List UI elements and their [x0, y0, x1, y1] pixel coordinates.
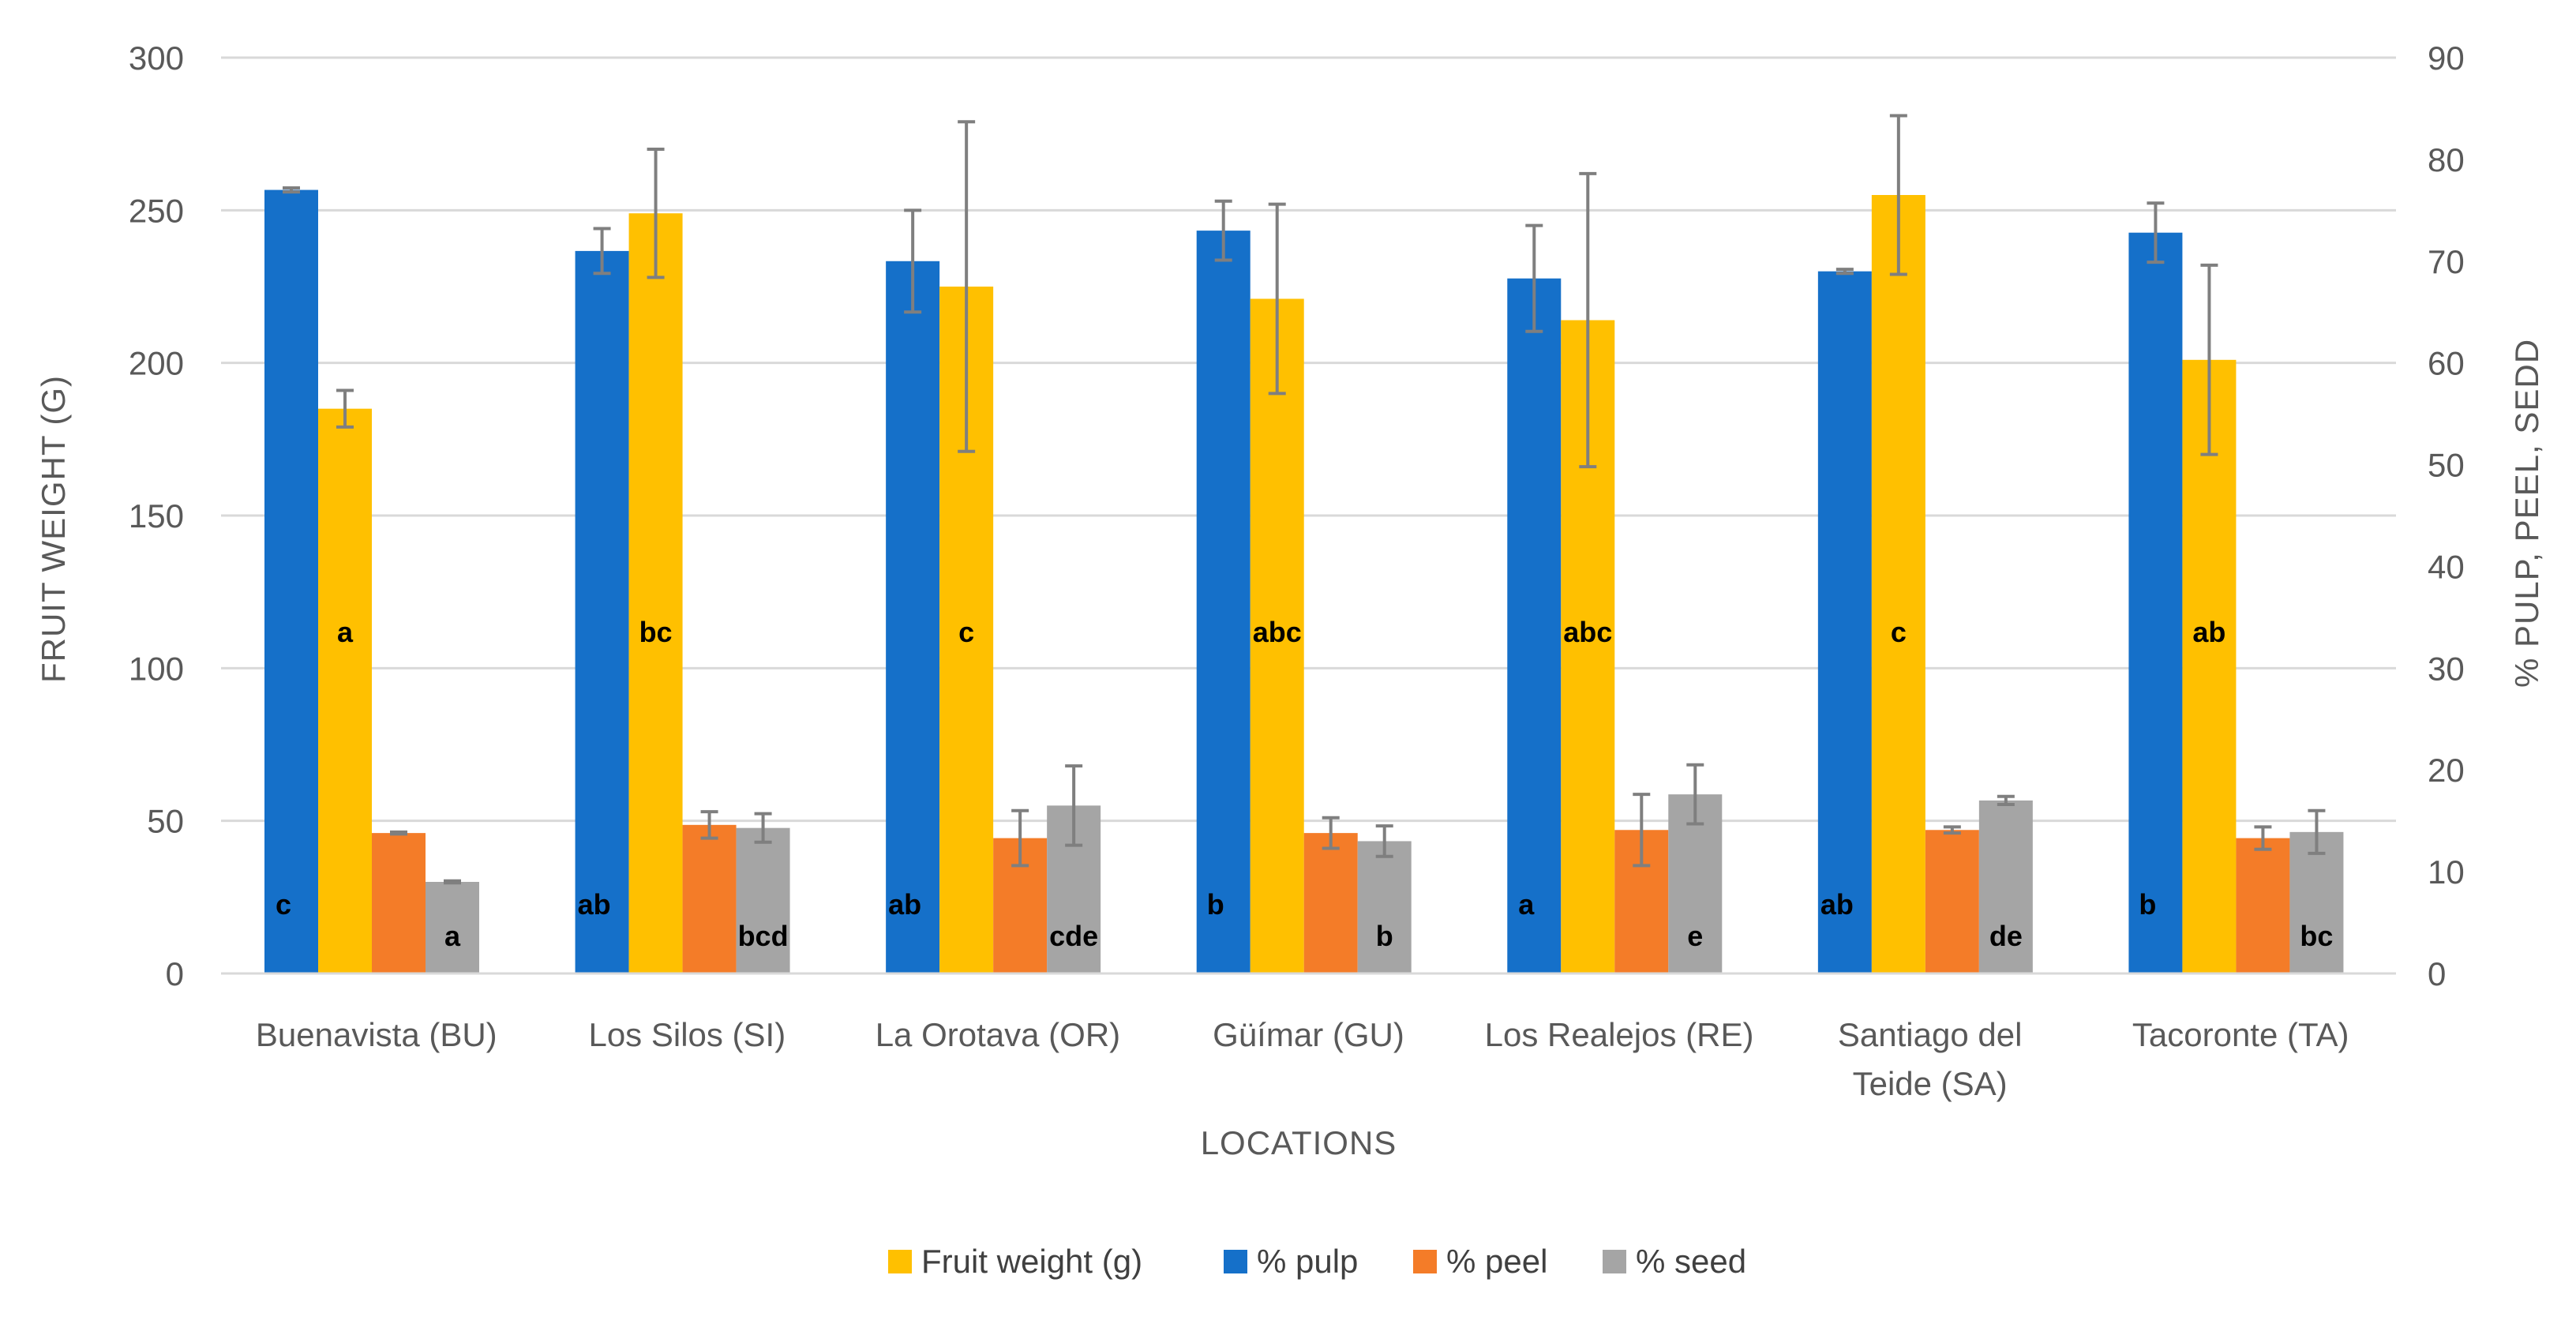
significance-letter: ab [888, 888, 921, 921]
significance-letter: a [337, 616, 354, 648]
legend-label: % pulp [1257, 1243, 1358, 1280]
gridlines [221, 56, 2396, 823]
bar [2236, 838, 2290, 973]
category-labels: Buenavista (BU) Los Silos (SI) La Orotava … [256, 1016, 2349, 1102]
y-tick-left: 300 [129, 39, 184, 77]
y-axis-title-right: % PULP, PEEL, SEDD [2508, 339, 2545, 688]
x-tick-label: Buenavista (BU) [256, 1016, 497, 1053]
legend-swatch [888, 1250, 912, 1273]
y-tick-right: 80 [2428, 141, 2465, 178]
bar [2128, 232, 2183, 973]
significance-letter: c [958, 616, 974, 648]
significance-letter: b [1207, 888, 1224, 921]
bar [1303, 833, 1358, 973]
bar [736, 827, 790, 973]
y-tick-right: 50 [2428, 447, 2465, 484]
legend-label: % seed [1636, 1243, 1746, 1280]
x-tick-label: Los Realejos (RE) [1485, 1016, 1754, 1053]
significance-letter: a [1518, 888, 1535, 921]
significance-letter: de [1989, 920, 2023, 952]
bar [264, 189, 318, 974]
significance-letters: c ab ab b a ab ba bc c abc abc c aba bcd cde b e de bc [276, 616, 2333, 952]
bar [1817, 271, 1872, 974]
y-axis-title-left: FRUIT WEIGHT (G) [35, 375, 72, 683]
x-axis-title: LOCATIONS [1201, 1124, 1397, 1161]
error-bars [283, 114, 2326, 885]
bar [682, 824, 737, 973]
bar [1196, 231, 1251, 974]
y-tick-right: 60 [2428, 345, 2465, 382]
bars [264, 189, 2344, 974]
x-tick-label: Güímar (GU) [1213, 1016, 1404, 1053]
bar [1978, 800, 2033, 973]
significance-letter: b [2139, 888, 2156, 921]
bar [2182, 359, 2237, 973]
axis-ticks: 0 50 100 150 200 250 300 0 10 20 30 40 50 60 70 80 90 [129, 39, 2465, 992]
legend: Fruit weight (g) % pulp % peel % seed [888, 1243, 1746, 1280]
y-tick-right: 40 [2428, 548, 2465, 585]
y-tick-right: 20 [2428, 752, 2465, 789]
significance-letter: ab [578, 888, 611, 921]
significance-letter: ab [1820, 888, 1854, 921]
x-tick-label: Tacoronte (TA) [2132, 1016, 2349, 1053]
significance-letter: c [276, 888, 291, 921]
significance-letter: b [1376, 920, 1393, 952]
significance-letter: abc [1563, 616, 1612, 648]
significance-letter: a [444, 920, 461, 952]
y-tick-left: 250 [129, 192, 184, 229]
bar [628, 213, 683, 973]
legend-swatch [1413, 1250, 1437, 1273]
y-tick-left: 100 [129, 650, 184, 687]
bar [1250, 298, 1304, 973]
y-tick-right: 0 [2428, 955, 2446, 992]
significance-letter: ab [2192, 616, 2225, 648]
y-tick-left: 50 [147, 803, 184, 840]
bar [1925, 830, 1979, 973]
bar [426, 882, 479, 973]
bar [1507, 278, 1562, 973]
bar [886, 261, 940, 973]
bar [575, 250, 629, 973]
bar [2289, 831, 2344, 973]
legend-label: % peel [1446, 1243, 1547, 1280]
legend-swatch [1603, 1250, 1626, 1273]
y-tick-left: 200 [129, 345, 184, 382]
y-tick-right: 70 [2428, 243, 2465, 280]
legend-swatch [1224, 1250, 1247, 1273]
significance-letter: bc [639, 616, 673, 648]
bar [1357, 841, 1412, 973]
y-tick-left: 0 [166, 955, 184, 992]
y-tick-right: 30 [2428, 650, 2465, 687]
significance-letter: c [1891, 616, 1907, 648]
legend-label: Fruit weight (g) [921, 1243, 1142, 1280]
significance-letter: bc [2300, 920, 2333, 952]
x-tick-label: Los Silos (SI) [588, 1016, 786, 1053]
significance-letter: cde [1049, 920, 1098, 952]
bar [318, 408, 372, 973]
x-tick-label: Santiago del [1838, 1016, 2023, 1053]
significance-letter: abc [1253, 616, 1302, 648]
x-tick-label: Teide (SA) [1853, 1065, 2008, 1102]
significance-letter: bcd [738, 920, 789, 952]
bar [1871, 195, 1925, 973]
significance-letter: e [1687, 920, 1703, 952]
y-tick-right: 90 [2428, 39, 2465, 77]
bar [372, 833, 426, 973]
y-tick-left: 150 [129, 497, 184, 534]
y-tick-right: 10 [2428, 853, 2465, 891]
x-tick-label: La Orotava (OR) [876, 1016, 1120, 1053]
